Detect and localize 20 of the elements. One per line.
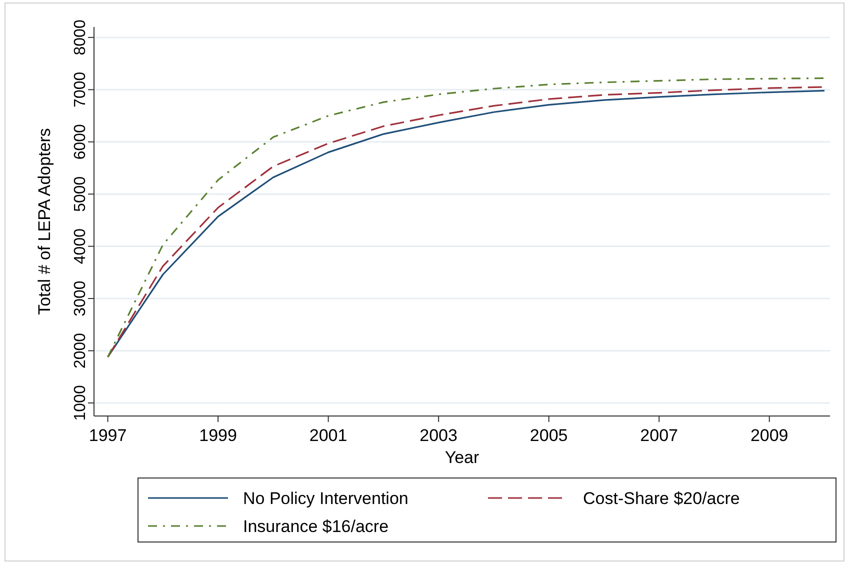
legend-label: Cost-Share $20/acre <box>583 489 740 508</box>
x-tick-label: 1997 <box>88 426 127 445</box>
y-tick-label: 1000 <box>72 385 89 421</box>
x-tick-label: 2005 <box>530 426 568 445</box>
y-tick-label: 7000 <box>72 72 89 108</box>
x-tick-label: 1999 <box>199 426 237 445</box>
x-tick-label: 2009 <box>750 426 788 445</box>
y-tick-label: 8000 <box>72 20 89 56</box>
x-axis-title: Year <box>444 448 480 467</box>
legend-label: No Policy Intervention <box>243 489 408 508</box>
y-axis-title: Total # of LEPA Adopters <box>35 128 54 315</box>
y-tick-label: 3000 <box>72 280 89 316</box>
x-tick-label: 2003 <box>420 426 458 445</box>
y-tick-label: 4000 <box>72 228 89 264</box>
y-tick-label: 5000 <box>72 176 89 212</box>
x-tick-label: 2007 <box>640 426 678 445</box>
legend-label: Insurance $16/acre <box>243 517 389 536</box>
y-tick-label: 6000 <box>72 124 89 160</box>
y-tick-label: 2000 <box>72 332 89 369</box>
x-tick-label: 2001 <box>309 426 348 445</box>
